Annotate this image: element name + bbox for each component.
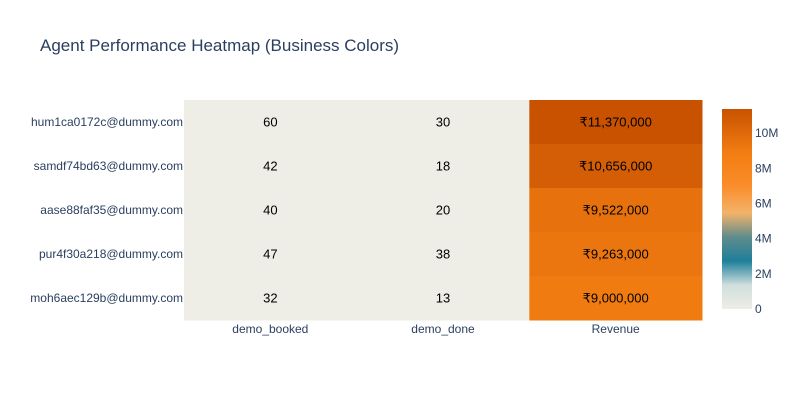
colorbar-tick-label: 10M — [755, 126, 778, 140]
colorbar — [722, 109, 752, 309]
x-tick-label: demo_done — [411, 322, 475, 336]
heatmap-cell — [356, 100, 530, 145]
heatmap-cell — [356, 276, 530, 321]
heatmap-cell — [356, 232, 530, 277]
heatmap-cell — [356, 144, 530, 189]
cell-value-label: 32 — [263, 291, 277, 306]
heatmap-cell — [529, 276, 703, 321]
heatmap-cell — [356, 188, 530, 233]
colorbar-ticks: 0 2M 4M 6M 8M 10M — [755, 126, 778, 316]
heatmap-cell — [184, 144, 358, 189]
y-tick-label: moh6aec129b@dummy.com — [30, 291, 183, 305]
cell-value-label: ₹10,656,000 — [579, 159, 652, 174]
cell-value-label: 60 — [263, 115, 277, 130]
y-tick-label: aase88faf35@dummy.com — [40, 203, 183, 217]
cell-value-label: 18 — [436, 159, 450, 174]
x-axis-ticks: demo_booked demo_done Revenue — [232, 322, 640, 336]
colorbar-tick-label: 8M — [755, 161, 772, 175]
cell-value-label: ₹9,522,000 — [583, 203, 649, 218]
cell-value-label: 42 — [263, 159, 277, 174]
cell-value-label: ₹9,263,000 — [583, 247, 649, 262]
cell-value-label: 47 — [263, 247, 277, 262]
heatmap-cells — [184, 100, 703, 321]
heatmap-cell — [184, 188, 358, 233]
heatmap-cell — [184, 232, 358, 277]
x-tick-label: demo_booked — [232, 322, 308, 336]
cell-value-label: ₹9,000,000 — [583, 291, 649, 306]
heatmap-cell — [184, 100, 358, 145]
y-axis-ticks: hum1ca0172c@dummy.com samdf74bd63@dummy.c… — [30, 115, 183, 305]
heatmap-cell — [529, 144, 703, 189]
colorbar-tick-label: 2M — [755, 267, 772, 281]
heatmap-cell-labels: 60 30 ₹11,370,000 42 18 ₹10,656,000 40 20 ₹9,522… — [263, 115, 652, 306]
colorbar-tick-label: 6M — [755, 196, 772, 210]
x-tick-label: Revenue — [592, 322, 640, 336]
heatmap-cell — [184, 276, 358, 321]
heatmap-cell — [529, 232, 703, 277]
y-tick-label: hum1ca0172c@dummy.com — [31, 115, 183, 129]
colorbar-tick-label: 0 — [755, 302, 762, 316]
cell-value-label: 38 — [436, 247, 450, 262]
y-tick-label: pur4f30a218@dummy.com — [39, 247, 183, 261]
chart-title: Agent Performance Heatmap (Business Colo… — [40, 36, 399, 55]
cell-value-label: 20 — [436, 203, 450, 218]
cell-value-label: 40 — [263, 203, 277, 218]
cell-value-label: 13 — [436, 291, 450, 306]
cell-value-label: ₹11,370,000 — [579, 115, 651, 130]
heatmap-cell — [529, 188, 703, 233]
colorbar-tick-label: 4M — [755, 232, 772, 246]
y-tick-label: samdf74bd63@dummy.com — [34, 159, 183, 173]
heatmap-cell — [529, 100, 703, 145]
cell-value-label: 30 — [436, 115, 450, 130]
